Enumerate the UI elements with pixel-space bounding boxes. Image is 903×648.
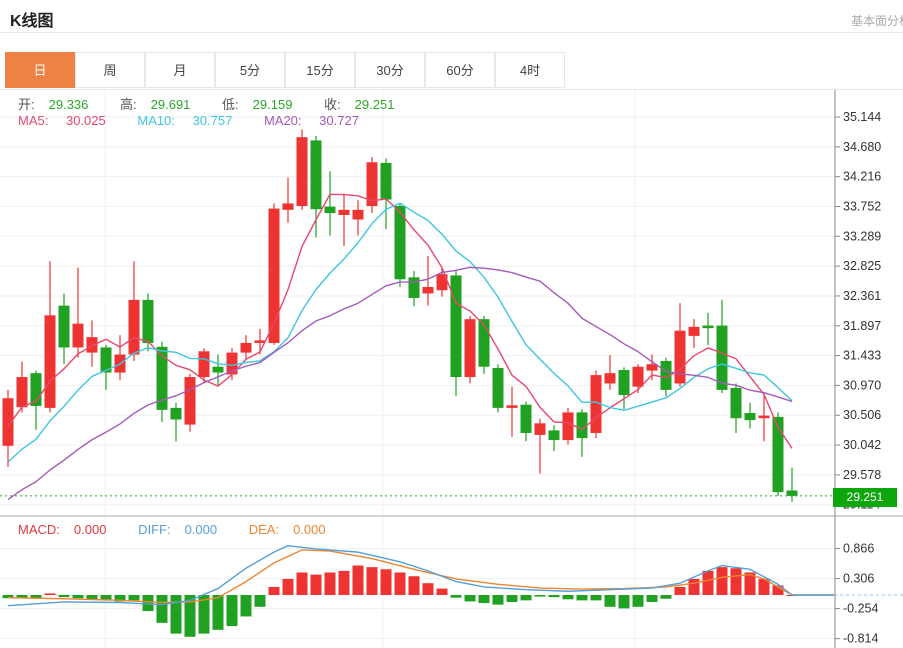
tab-month[interactable]: 月 (145, 52, 215, 88)
svg-text:31.897: 31.897 (843, 319, 881, 333)
tab-4hour[interactable]: 4时 (495, 52, 565, 88)
svg-text:34.680: 34.680 (843, 140, 881, 154)
svg-text:30.970: 30.970 (843, 378, 881, 392)
fundamental-analysis-link[interactable]: 基本面分析 (850, 14, 903, 28)
svg-text:0.866: 0.866 (843, 542, 874, 556)
header-divider (0, 32, 903, 33)
tab-week[interactable]: 周 (75, 52, 145, 88)
svg-text:29.578: 29.578 (843, 468, 881, 482)
svg-text:30.506: 30.506 (843, 408, 881, 422)
tab-30min[interactable]: 30分 (355, 52, 425, 88)
svg-text:31.433: 31.433 (843, 349, 881, 363)
svg-text:32.825: 32.825 (843, 259, 881, 273)
tab-day[interactable]: 日 (5, 52, 75, 88)
svg-text:-0.254: -0.254 (843, 602, 878, 616)
tab-5min[interactable]: 5分 (215, 52, 285, 88)
svg-text:-0.814: -0.814 (843, 632, 878, 646)
tab-60min[interactable]: 60分 (425, 52, 495, 88)
svg-text:34.216: 34.216 (843, 170, 881, 184)
svg-text:33.289: 33.289 (843, 229, 881, 243)
page-title: K线图 (10, 13, 54, 30)
tab-15min[interactable]: 15分 (285, 52, 355, 88)
period-tabbar: 日 周 月 5分 15分 30分 60分 4时 (0, 52, 903, 90)
svg-text:35.144: 35.144 (843, 110, 881, 124)
svg-text:32.361: 32.361 (843, 289, 881, 303)
svg-text:0.306: 0.306 (843, 572, 874, 586)
current-price-tag: 29.251 (833, 488, 897, 507)
svg-text:30.042: 30.042 (843, 438, 881, 452)
svg-text:33.752: 33.752 (843, 200, 881, 214)
